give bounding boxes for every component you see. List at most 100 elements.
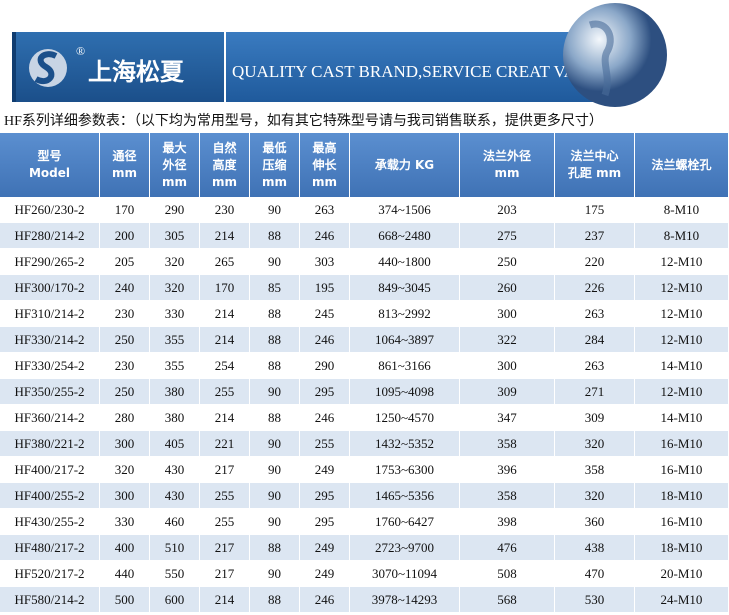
table-cell: 263 [555, 301, 635, 327]
table-cell: 1465~5356 [350, 483, 460, 509]
table-cell: 668~2480 [350, 223, 460, 249]
table-cell: 14-M10 [635, 353, 729, 379]
table-cell: 246 [300, 327, 350, 353]
table-cell: HF400/255-2 [0, 483, 100, 509]
header-line: 承载力 KG [374, 157, 435, 172]
table-cell: 214 [200, 587, 250, 613]
table-cell: HF330/254-2 [0, 353, 100, 379]
table-cell: HF580/214-2 [0, 587, 100, 613]
table-cell: 568 [460, 587, 555, 613]
table-cell: 309 [460, 379, 555, 405]
table-cell: 12-M10 [635, 249, 729, 275]
table-cell: 440 [100, 561, 150, 587]
table-cell: HF290/265-2 [0, 249, 100, 275]
table-cell: 8-M10 [635, 223, 729, 249]
table-cell: HF360/214-2 [0, 405, 100, 431]
table-cell: 12-M10 [635, 275, 729, 301]
header-line: mm [211, 174, 237, 189]
header-line: mm [494, 166, 520, 180]
table-cell: 12-M10 [635, 327, 729, 353]
table-cell: 320 [555, 431, 635, 457]
slogan: QUALITY CAST BRAND,SERVICE CREAT VALUE [232, 62, 609, 81]
table-cell: 14-M10 [635, 405, 729, 431]
table-cell: 265 [200, 249, 250, 275]
table-cell: 220 [555, 249, 635, 275]
header-line: 通径 [112, 149, 137, 163]
table-cell: 280 [100, 405, 150, 431]
table-cell: 254 [200, 353, 250, 379]
table-cell: 90 [250, 379, 300, 405]
table-cell: 90 [250, 483, 300, 509]
table-cell: 550 [150, 561, 200, 587]
table-cell: 320 [150, 249, 200, 275]
table-cell: 255 [200, 509, 250, 535]
globe [563, 3, 667, 107]
table-cell: 320 [555, 483, 635, 509]
table-cell: 355 [150, 327, 200, 353]
table-cell: 230 [100, 353, 150, 379]
column-header: 法兰螺栓孔 [635, 133, 729, 197]
table-cell: 470 [555, 561, 635, 587]
table-cell: 260 [460, 275, 555, 301]
table-cell: 245 [300, 301, 350, 327]
table-cell: 88 [250, 535, 300, 561]
table-cell: 226 [555, 275, 635, 301]
table-cell: 295 [300, 509, 350, 535]
table-cell: HF480/217-2 [0, 535, 100, 561]
caption: HF系列详细参数表：（以下均为常用型号，如有其它特殊型号请与我司销售联系，提供更… [4, 114, 603, 129]
table-cell: 90 [250, 457, 300, 483]
table-cell: 18-M10 [635, 535, 729, 561]
table-cell: 214 [200, 223, 250, 249]
table-cell: 246 [300, 405, 350, 431]
table-cell: 374~1506 [350, 197, 460, 223]
table-cell: 255 [200, 483, 250, 509]
logo-icon [29, 49, 67, 87]
table-cell: 295 [300, 483, 350, 509]
table-cell: 90 [250, 431, 300, 457]
table-cell: 355 [150, 353, 200, 379]
table-cell: 309 [555, 405, 635, 431]
table-cell: 347 [460, 405, 555, 431]
table-cell: 16-M10 [635, 457, 729, 483]
table-cell: 246 [300, 587, 350, 613]
header-line: mm [161, 174, 187, 189]
table-cell: 290 [300, 353, 350, 379]
table-cell: 380 [150, 379, 200, 405]
table-cell: 400 [100, 535, 150, 561]
header-line: 法兰外径 [482, 149, 531, 163]
column-header: 通径 mm [100, 133, 150, 197]
table-cell: 3978~14293 [350, 587, 460, 613]
table-cell: 1250~4570 [350, 405, 460, 431]
table-cell: 16-M10 [635, 431, 729, 457]
header-line: mm [261, 174, 287, 189]
table-cell: 300 [100, 483, 150, 509]
table-cell: 303 [300, 249, 350, 275]
table-cell: 85 [250, 275, 300, 301]
table-cell: 861~3166 [350, 353, 460, 379]
table-cell: HF300/170-2 [0, 275, 100, 301]
table-cell: 16-M10 [635, 509, 729, 535]
table-cell: 240 [100, 275, 150, 301]
table-cell: 360 [555, 509, 635, 535]
table-cell: 90 [250, 249, 300, 275]
table-cell: 246 [300, 223, 350, 249]
table-cell: 8-M10 [635, 197, 729, 223]
table-cell: 430 [150, 483, 200, 509]
table-cell: 600 [150, 587, 200, 613]
table-cell: 255 [200, 379, 250, 405]
table-cell: 500 [100, 587, 150, 613]
column-header: 最大 外径 mm [150, 133, 200, 197]
table-cell: 250 [100, 327, 150, 353]
table-cell: 230 [200, 197, 250, 223]
table-cell: 237 [555, 223, 635, 249]
table-cell: 460 [150, 509, 200, 535]
header-line: 高度 [212, 157, 237, 172]
table-cell: 18-M10 [635, 483, 729, 509]
table-cell: 20-M10 [635, 561, 729, 587]
table-cell: 300 [460, 301, 555, 327]
header-line: 自然 [212, 140, 237, 155]
table-cell: 1760~6427 [350, 509, 460, 535]
table-cell: HF330/214-2 [0, 327, 100, 353]
header-line: 伸长 [312, 157, 337, 172]
table-cell: 1753~6300 [350, 457, 460, 483]
